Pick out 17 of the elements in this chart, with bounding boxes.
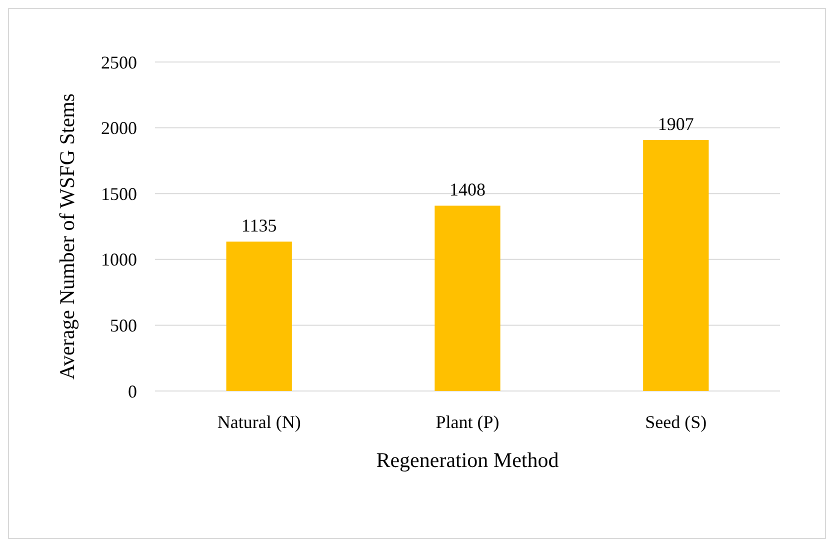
y-tick-label: 2000 xyxy=(101,118,137,138)
y-tick-label: 500 xyxy=(110,316,137,336)
x-tick-label: Natural (N) xyxy=(217,412,301,432)
data-label: 1135 xyxy=(241,216,277,236)
x-tick-label: Plant (P) xyxy=(436,412,500,432)
y-tick-label: 2500 xyxy=(101,52,137,72)
x-tick-label: Seed (S) xyxy=(645,412,707,432)
y-tick-label: 0 xyxy=(128,381,137,402)
data-label: 1408 xyxy=(450,180,486,200)
y-axis-title: Average Number of WSFG Stems xyxy=(55,93,79,380)
bar xyxy=(643,140,709,391)
data-label: 1907 xyxy=(658,114,694,134)
y-tick-label: 1500 xyxy=(101,184,137,204)
y-tick-label: 1000 xyxy=(101,250,137,270)
bar xyxy=(434,206,500,391)
x-axis-title: Regeneration Method xyxy=(376,448,560,472)
bar xyxy=(226,242,292,391)
